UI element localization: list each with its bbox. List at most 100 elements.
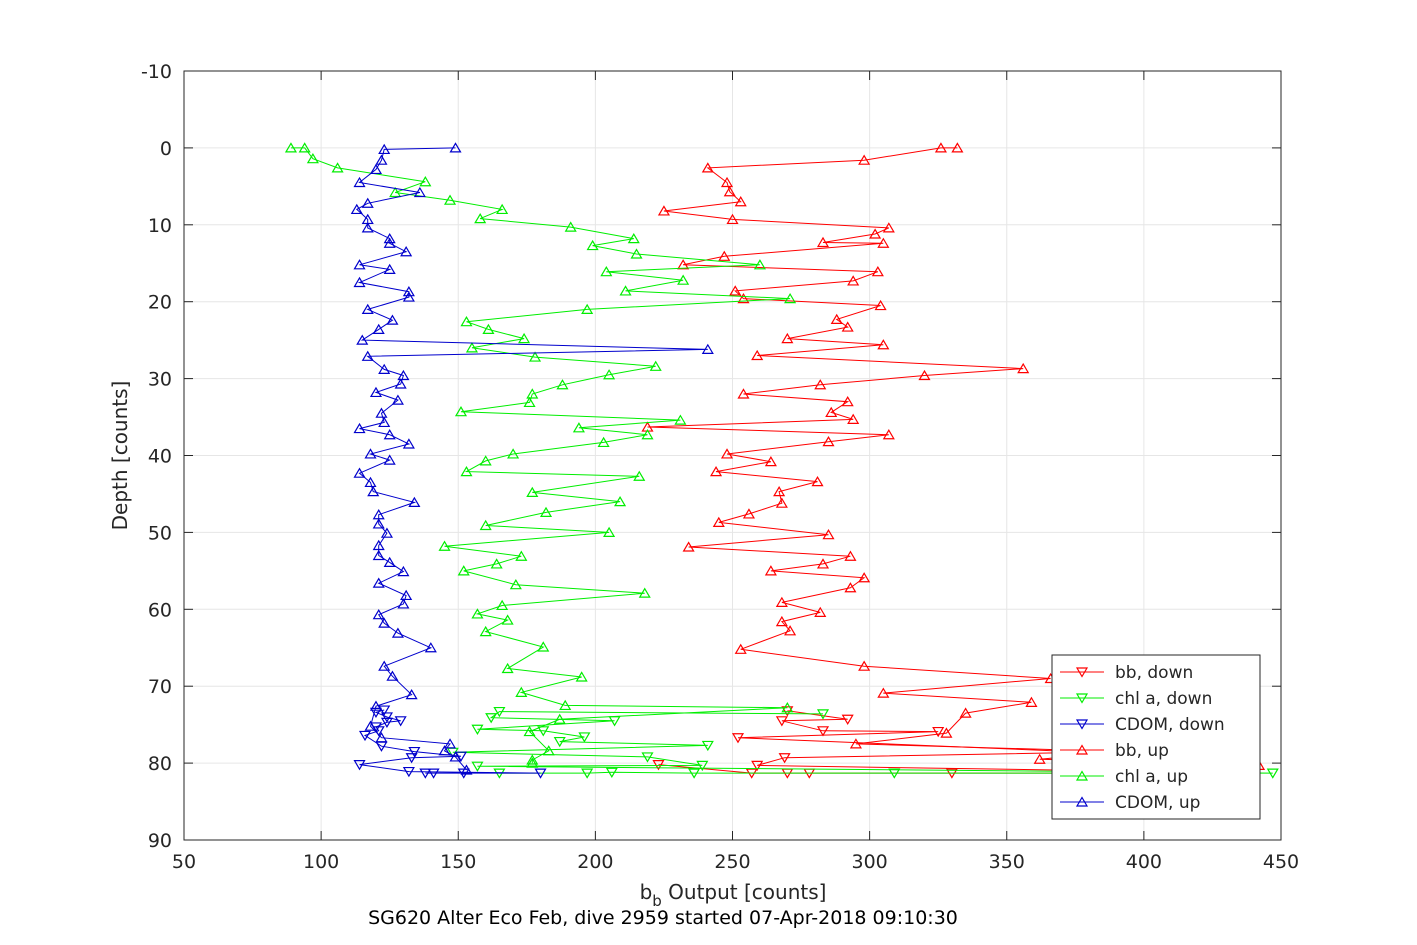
data-point-marker <box>402 286 415 297</box>
y-tick-label: 60 <box>148 599 172 621</box>
data-point-marker <box>526 388 539 399</box>
data-point-marker <box>696 760 709 772</box>
data-point-marker <box>375 732 388 743</box>
data-point-marker <box>402 438 415 449</box>
data-point-marker <box>424 642 437 653</box>
data-point-marker <box>814 606 827 617</box>
data-point-marker <box>391 394 404 405</box>
data-point-marker <box>438 745 451 756</box>
data-point-marker <box>419 768 432 779</box>
data-point-marker <box>460 465 473 477</box>
data-point-marker <box>882 222 895 233</box>
data-point-marker <box>526 486 539 498</box>
data-point-marker <box>397 598 410 609</box>
data-point-marker <box>454 405 468 417</box>
legend-marker <box>1075 744 1089 755</box>
data-point-marker <box>419 176 432 187</box>
legend-label: bb, down <box>1115 663 1193 683</box>
series-line <box>355 147 708 771</box>
data-point-marker <box>877 687 890 698</box>
data-point-marker <box>383 556 396 567</box>
data-point-marker <box>638 587 651 598</box>
data-point-marker <box>775 596 788 607</box>
series-line <box>359 709 541 774</box>
data-point-marker <box>844 550 857 561</box>
data-point-marker <box>731 733 745 744</box>
data-point-marker <box>729 285 742 296</box>
data-point-marker <box>539 506 553 518</box>
data-point-marker <box>775 497 788 508</box>
x-tick-label: 250 <box>714 851 750 873</box>
data-point-marker <box>358 730 372 742</box>
series-line <box>647 147 1260 766</box>
legend-entry: CDOM, up <box>1060 793 1200 813</box>
data-point-marker <box>350 203 363 215</box>
data-point-marker <box>652 760 665 771</box>
data-point-marker <box>581 768 594 779</box>
series-layer <box>284 142 1279 779</box>
data-point-marker <box>353 276 366 288</box>
data-point-marker <box>479 455 492 466</box>
data-point-marker <box>718 250 731 261</box>
data-point-marker <box>509 579 522 590</box>
legend-entry: chl a, down <box>1060 689 1212 709</box>
legend-box <box>1051 654 1261 820</box>
data-point-marker <box>627 232 640 244</box>
data-point-marker <box>605 767 618 779</box>
data-point-marker <box>630 248 643 259</box>
data-point-marker <box>1017 362 1030 374</box>
x-tick-label: 400 <box>1126 851 1162 873</box>
data-point-marker <box>575 671 588 682</box>
data-point-marker <box>553 713 566 724</box>
x-tick-label: 200 <box>577 851 613 873</box>
data-point-marker <box>369 700 383 711</box>
data-point-marker <box>742 508 756 519</box>
data-point-marker <box>284 142 298 153</box>
legend-label: bb, up <box>1115 741 1169 761</box>
data-point-marker <box>720 448 734 459</box>
data-point-marker <box>701 343 714 354</box>
data-point-marker <box>841 321 854 332</box>
legend: bb, down chl a, down CDOM, down bb, up chl a… <box>1051 654 1261 820</box>
data-point-marker <box>940 727 953 738</box>
data-point-marker <box>603 526 616 538</box>
legend-marker <box>1075 796 1089 807</box>
data-point-marker <box>775 716 788 727</box>
data-point-marker <box>353 760 366 771</box>
x-tick-label: 350 <box>989 851 1025 873</box>
data-point-marker <box>723 186 736 197</box>
legend-label: CDOM, down <box>1115 715 1225 735</box>
data-point-marker <box>841 714 854 725</box>
data-point-marker <box>858 660 871 671</box>
data-point-marker <box>959 707 972 718</box>
y-tick-label: 90 <box>148 830 172 852</box>
data-point-marker <box>496 203 509 215</box>
data-point-marker <box>542 745 555 756</box>
y-tick-label: 70 <box>148 676 172 698</box>
data-point-marker <box>649 360 662 371</box>
data-point-marker <box>825 406 838 418</box>
data-point-marker <box>386 670 399 681</box>
data-point-marker <box>427 768 440 779</box>
y-tick-label: 50 <box>148 522 172 544</box>
data-point-marker <box>394 378 407 389</box>
legend-marker <box>1075 770 1089 781</box>
data-point-marker <box>720 176 734 188</box>
data-point-marker <box>457 565 470 576</box>
data-point-marker <box>413 186 426 198</box>
x-tick-label: 300 <box>851 851 887 873</box>
data-point-marker <box>564 221 577 232</box>
data-point-marker <box>737 292 750 304</box>
legend-marker <box>1075 693 1089 704</box>
data-point-marker <box>518 332 531 344</box>
data-point-marker <box>353 176 366 188</box>
data-point-marker <box>353 259 366 270</box>
data-point-marker <box>482 323 495 334</box>
data-point-marker <box>515 550 528 561</box>
data-point-marker <box>822 435 835 447</box>
data-point-marker <box>386 314 399 325</box>
data-point-marker <box>764 565 777 576</box>
data-point-marker <box>383 454 396 465</box>
data-point-marker <box>449 142 462 153</box>
